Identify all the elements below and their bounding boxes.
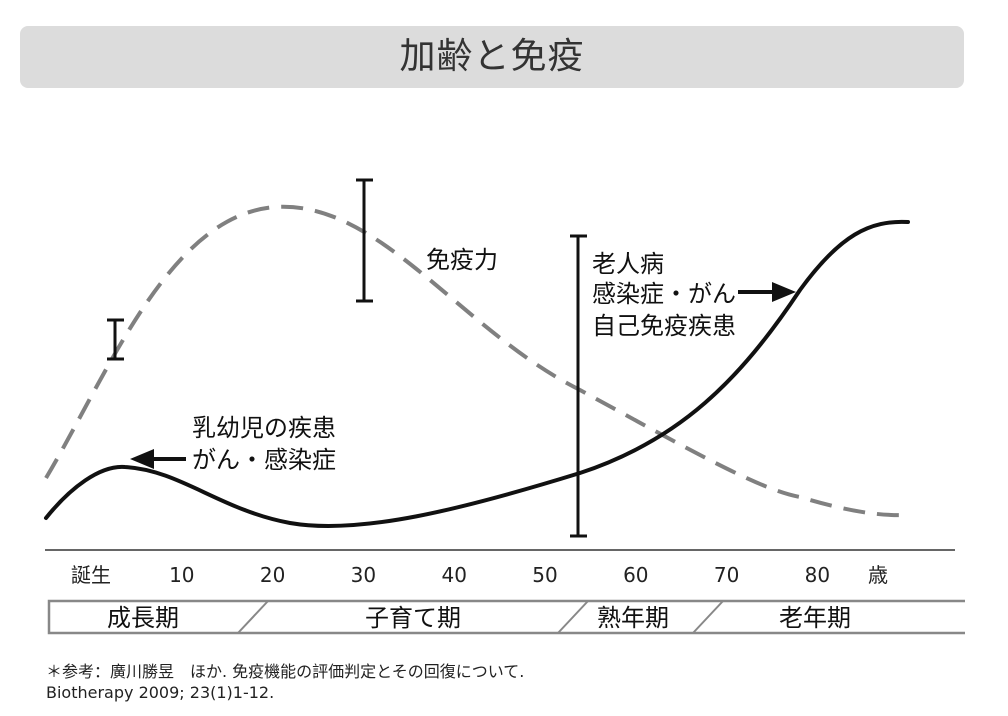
range-bar-thirty	[356, 178, 373, 303]
elderly-annotation-line1: 老人病	[592, 250, 664, 278]
stage-growth: 成長期	[107, 604, 179, 632]
age-tick-label: 40	[441, 563, 466, 587]
reference-line-1: ＊参考：廣川勝昱 ほか. 免疫機能の評価判定とその回復について.	[46, 662, 525, 681]
title-bar: 加齢と免疫	[20, 26, 964, 88]
disease-curve	[44, 219, 910, 529]
range-bar-infant	[107, 318, 124, 361]
stage-bar	[47, 599, 965, 635]
elderly-annotation-line2: 感染症・がん	[592, 280, 736, 308]
elderly-annotation-line3: 自己免疫疾患	[592, 312, 736, 340]
age-tick-label: 50	[532, 563, 557, 587]
age-tick-label: 20	[260, 563, 285, 587]
stage-mature: 熟年期	[597, 604, 669, 632]
immunity-curve	[44, 204, 909, 518]
age-tick-label: 80	[805, 563, 830, 587]
age-tick-label: 30	[351, 563, 376, 587]
reference-line-2: Biotherapy 2009; 23(1)1-12.	[46, 683, 275, 702]
age-tick-label: 60	[623, 563, 648, 587]
stage-elderly: 老年期	[779, 604, 851, 632]
infant-annotation-line2: がん・感染症	[192, 446, 336, 474]
page-title: 加齢と免疫	[399, 36, 585, 77]
age-unit-label: 歳	[868, 563, 888, 587]
infant-arrow	[130, 449, 186, 469]
range-bar-elderly	[570, 234, 587, 538]
elderly-arrow	[738, 282, 796, 302]
age-tick-label: 10	[169, 563, 194, 587]
age-tick-label: 誕生	[71, 563, 111, 587]
stage-child-rearing: 子育て期	[365, 604, 461, 632]
age-tick-label: 70	[714, 563, 739, 587]
infant-annotation-line1: 乳幼児の疾患	[192, 414, 336, 442]
age-tick-labels: 誕生 10 20 30 40 50 60 70 80	[71, 563, 830, 587]
immunity-label: 免疫力	[426, 246, 498, 274]
